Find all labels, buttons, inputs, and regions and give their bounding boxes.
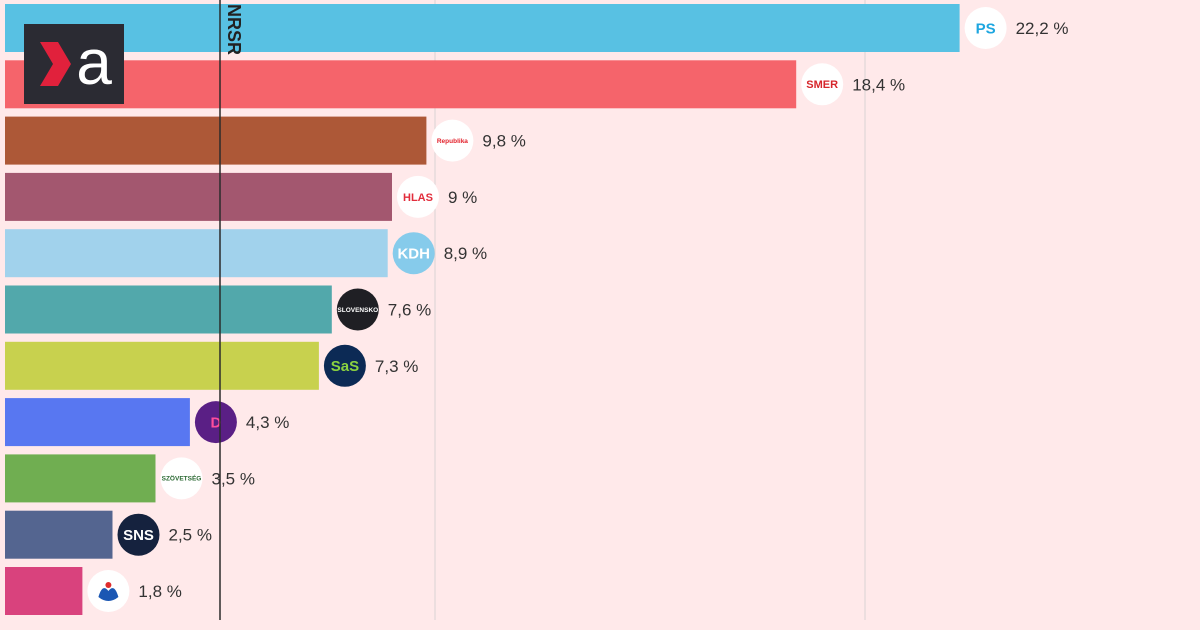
hands-shape [98, 588, 119, 601]
value-label: 1,8 % [138, 582, 181, 601]
badge-label: SNS [123, 527, 154, 544]
value-label: 7,6 % [388, 301, 431, 320]
republika-logo-icon: Republika [431, 119, 474, 162]
badge-label: SLOVENSKO [337, 307, 378, 314]
bar-hlas [5, 172, 392, 221]
badge-label: SaS [331, 358, 359, 375]
value-label: 4,3 % [246, 413, 289, 432]
bar-republika [5, 116, 427, 165]
threshold-label: NRSR [224, 4, 244, 55]
hands-logo-icon [87, 570, 130, 612]
badge-label: D [210, 414, 221, 431]
brand-logo-icon: a [40, 26, 112, 98]
badge-label: PS [976, 20, 996, 37]
value-label: 7,3 % [375, 357, 418, 376]
szovetseg-logo-icon: SZÖVETSÉG [160, 457, 203, 500]
bar-modrá-koalícia [5, 567, 83, 615]
bar-sns [5, 510, 113, 559]
value-label: 2,5 % [169, 526, 212, 545]
bar-hnutie-slovensko [5, 285, 332, 334]
value-labels: 22,2 % 18,4 % 9,8 % 9 % 8,9 % 7,6 % 7,3 % 4,3 %… [138, 19, 1068, 601]
bar-smer [5, 60, 797, 109]
hands-dot [105, 582, 112, 588]
brand-letter: a [76, 26, 112, 98]
threshold-group: NRSR [219, 0, 244, 620]
hlas-bubble-icon: HLAS [397, 175, 439, 218]
sas-logo-icon: SaS [323, 344, 366, 387]
value-label: 3,5 % [212, 469, 255, 488]
value-label: 22,2 % [1016, 19, 1069, 38]
bar-sas [5, 341, 319, 390]
badge-label: Republika [437, 138, 468, 145]
value-label: 9,8 % [482, 132, 525, 151]
hnutie-slovensko-logo-icon: SLOVENSKO [336, 288, 379, 331]
value-label: 9 % [448, 188, 477, 207]
badge-label: SZÖVETSÉG [162, 474, 202, 483]
bars [5, 4, 960, 615]
badge-label: HLAS [403, 192, 433, 204]
brand-chevron-icon [40, 42, 71, 86]
bar-ps [5, 4, 960, 52]
party-badges: PS SMER Republika HLAS KDH SLOVENSKO SaS D SZÖVE… [87, 7, 1007, 612]
badge-label: SMER [806, 79, 838, 91]
value-label: 18,4 % [852, 75, 905, 94]
bar-demokrati [5, 398, 190, 447]
kdh-logo-icon: KDH [392, 232, 435, 275]
brand-logo[interactable]: a [24, 24, 124, 104]
demokrati-logo-icon: D [194, 401, 237, 444]
ps-logo-icon: PS [964, 7, 1007, 49]
bar-kdh [5, 229, 388, 278]
smer-rose-icon: SMER [801, 63, 844, 106]
sns-logo-icon: SNS [117, 513, 160, 556]
bar-szövetség [5, 454, 156, 503]
badge-label: KDH [397, 245, 430, 262]
value-label: 8,9 % [444, 244, 487, 263]
